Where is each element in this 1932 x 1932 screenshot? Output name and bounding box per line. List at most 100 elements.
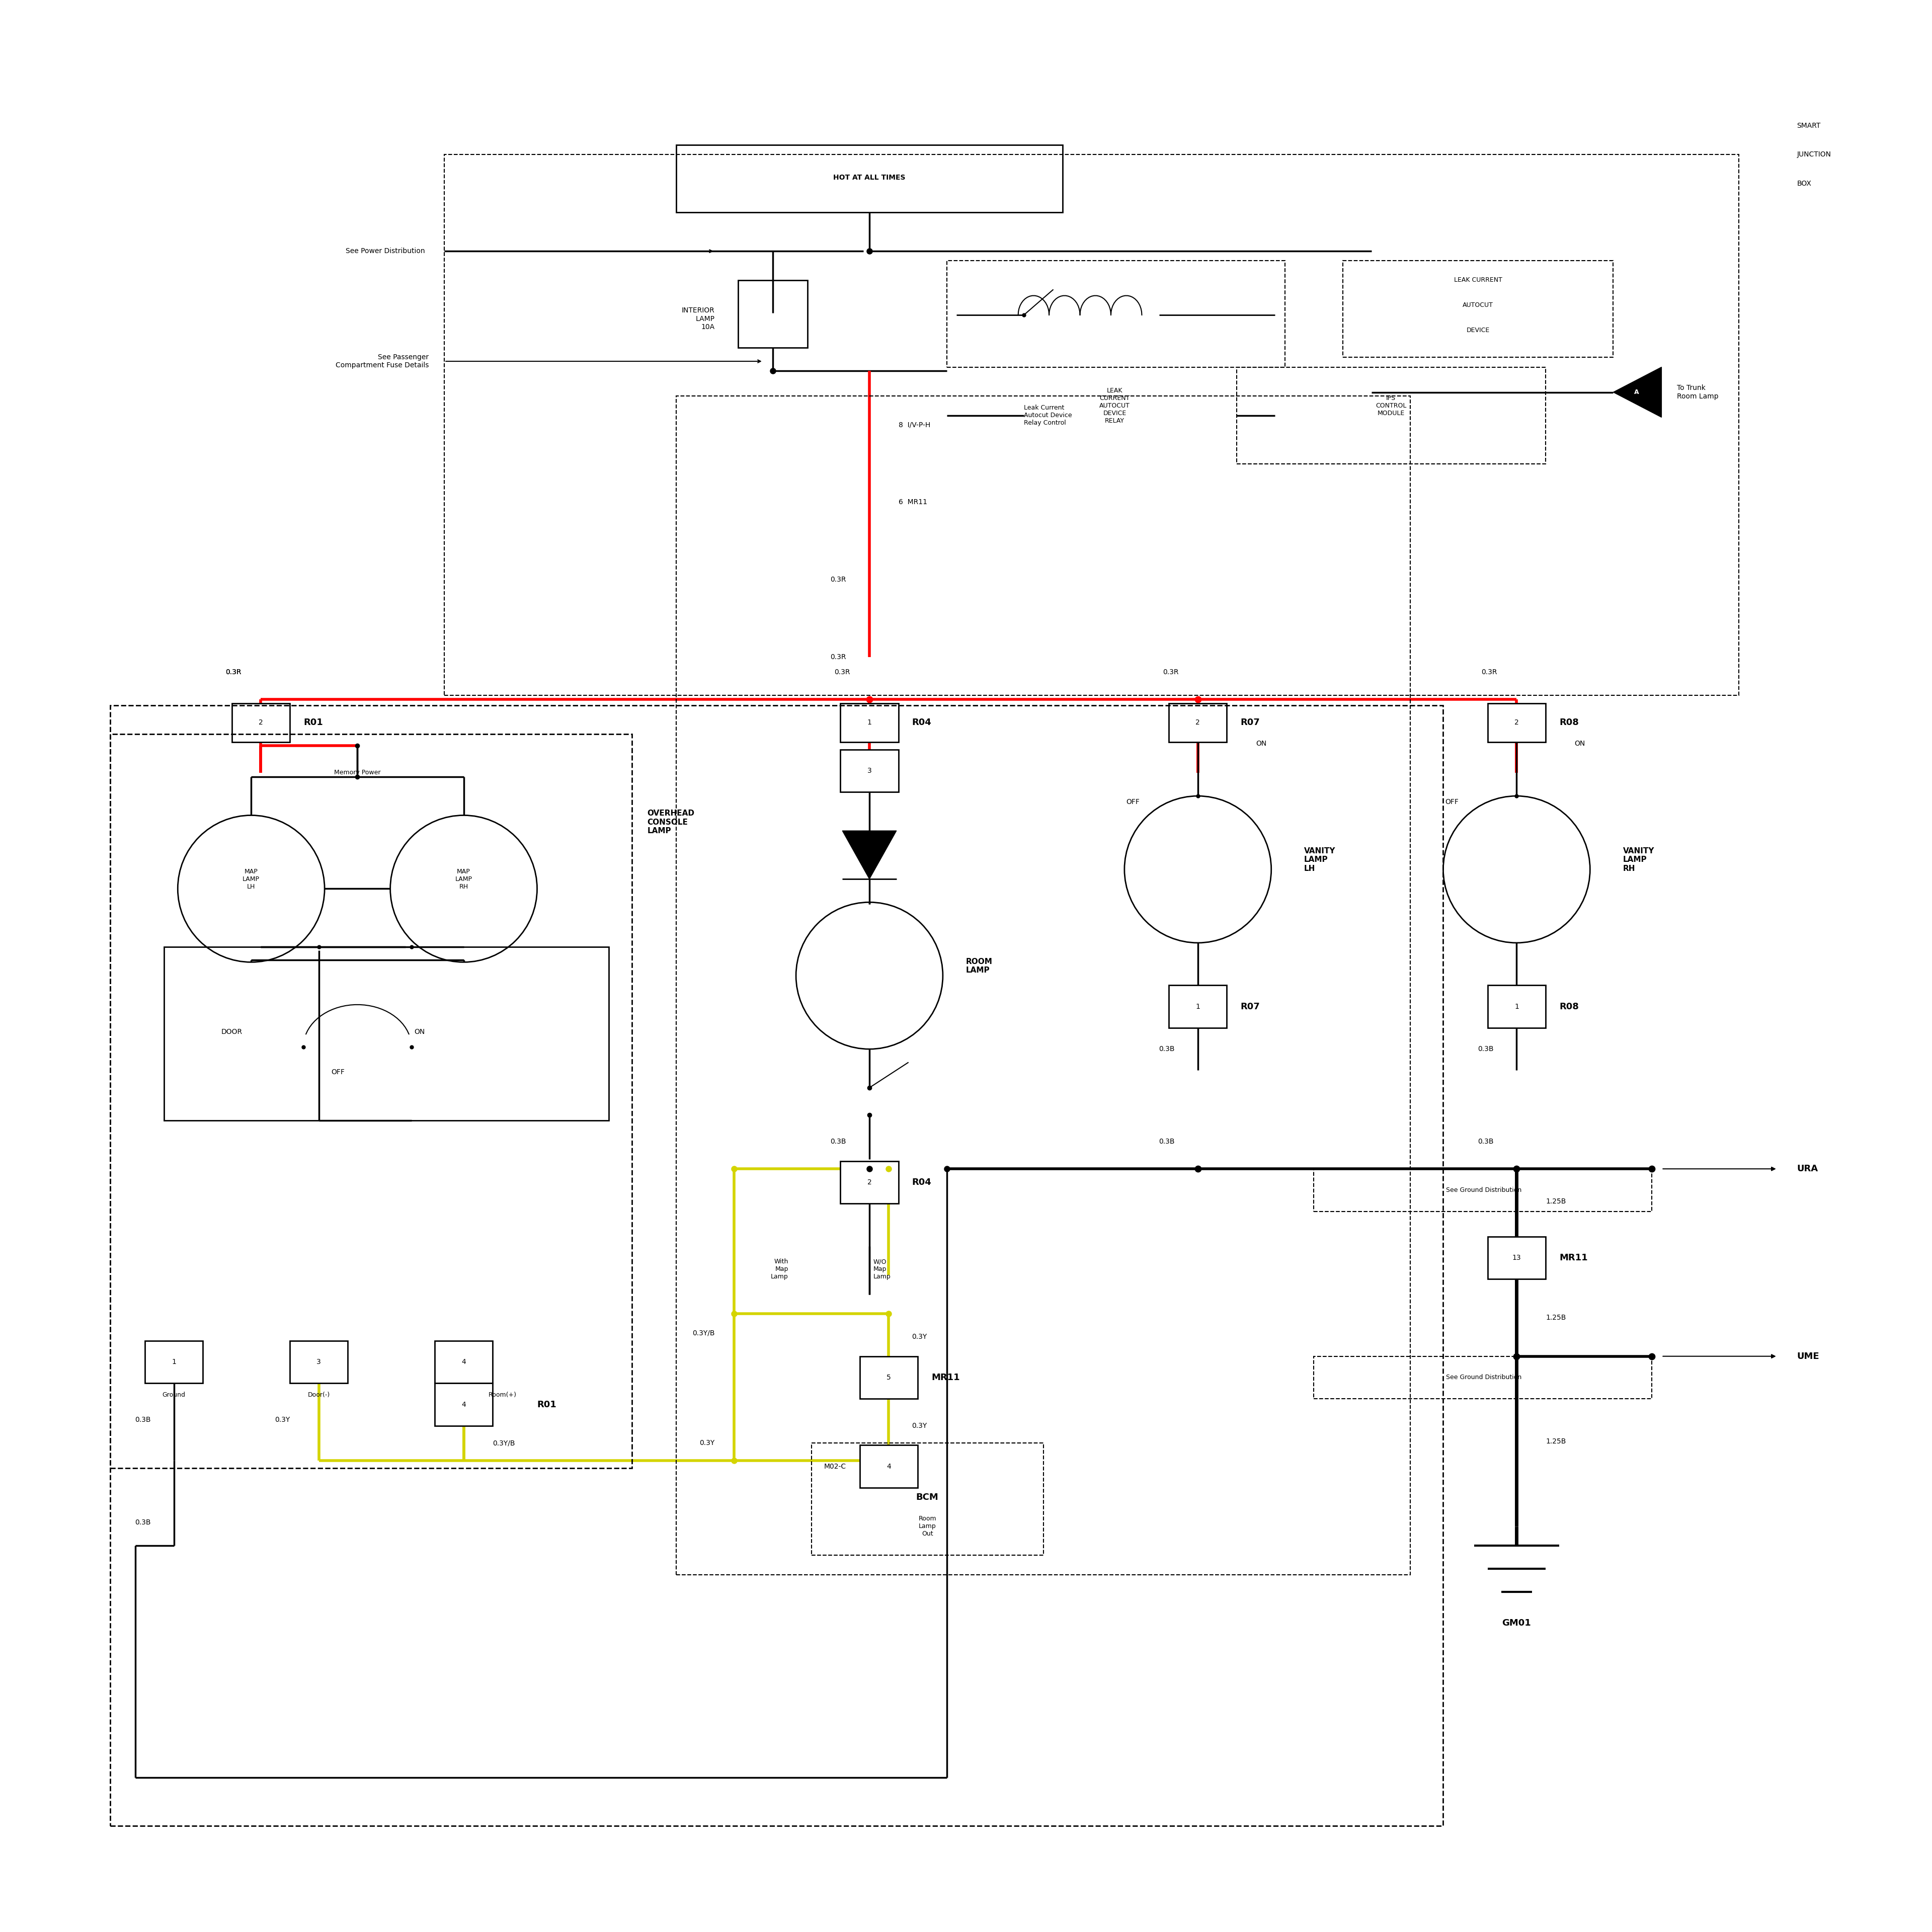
Text: Leak Current
Autocut Device
Relay Control: Leak Current Autocut Device Relay Contro…	[1024, 404, 1072, 427]
Bar	[947, 261, 1285, 367]
Text: BCM: BCM	[916, 1493, 939, 1501]
Bar	[444, 155, 1739, 696]
Text: LEAK
CURRENT
AUTOCUT
DEVICE
RELAY: LEAK CURRENT AUTOCUT DEVICE RELAY	[1099, 386, 1130, 425]
Text: GM01: GM01	[1501, 1619, 1532, 1627]
Bar	[1488, 985, 1546, 1028]
Text: R01: R01	[537, 1401, 556, 1408]
Bar	[840, 750, 898, 792]
Text: INTERIOR
LAMP
10A: INTERIOR LAMP 10A	[682, 307, 715, 330]
Text: VANITY
LAMP
LH: VANITY LAMP LH	[1304, 848, 1335, 871]
Text: VANITY
LAMP
RH: VANITY LAMP RH	[1623, 848, 1654, 871]
Text: OFF: OFF	[1445, 798, 1459, 806]
Text: ROOM
LAMP: ROOM LAMP	[966, 958, 993, 974]
Text: R04: R04	[912, 1179, 931, 1186]
Bar	[1488, 703, 1546, 742]
Text: Room
Lamp
Out: Room Lamp Out	[918, 1515, 937, 1538]
Bar	[676, 396, 1410, 1575]
Bar	[145, 1341, 203, 1383]
Bar	[232, 703, 290, 742]
Text: 0.3Y/B: 0.3Y/B	[692, 1329, 715, 1337]
Text: Memory Power: Memory Power	[334, 769, 381, 777]
Text: 2: 2	[1515, 719, 1519, 726]
Text: 5: 5	[887, 1374, 891, 1381]
Polygon shape	[1613, 367, 1662, 417]
Text: JUNCTION: JUNCTION	[1797, 151, 1832, 158]
Text: URA: URA	[1797, 1165, 1818, 1173]
Text: 0.3Y: 0.3Y	[699, 1439, 715, 1447]
Text: OFF: OFF	[1126, 798, 1140, 806]
Text: 2: 2	[1196, 719, 1200, 726]
Text: 1.25B: 1.25B	[1546, 1314, 1567, 1321]
Bar	[164, 947, 609, 1121]
Text: ON: ON	[413, 1028, 425, 1036]
Text: See Ground Distribution: See Ground Distribution	[1445, 1374, 1522, 1381]
Text: 4: 4	[887, 1463, 891, 1470]
Text: R08: R08	[1559, 1003, 1578, 1010]
Bar	[840, 703, 898, 742]
Text: MR11: MR11	[1559, 1254, 1588, 1262]
Bar	[110, 705, 1443, 1826]
Text: W/O
Map
Lamp: W/O Map Lamp	[873, 1258, 891, 1281]
Bar	[860, 1356, 918, 1399]
Text: HOT AT ALL TIMES: HOT AT ALL TIMES	[833, 174, 906, 182]
Text: A: A	[1634, 388, 1638, 396]
Bar	[676, 145, 1063, 213]
Text: MAP
LAMP
RH: MAP LAMP RH	[456, 867, 471, 891]
Text: To Trunk
Room Lamp: To Trunk Room Lamp	[1677, 384, 1719, 400]
Text: 0.3R: 0.3R	[226, 668, 242, 676]
Bar	[435, 1383, 493, 1426]
Text: 1.25B: 1.25B	[1546, 1437, 1567, 1445]
Text: R07: R07	[1240, 719, 1260, 726]
Bar	[1314, 1356, 1652, 1399]
Text: 1: 1	[867, 719, 871, 726]
Text: 1: 1	[1515, 1003, 1519, 1010]
Text: 2: 2	[867, 1179, 871, 1186]
Text: 0.3R: 0.3R	[831, 576, 846, 583]
Text: 1: 1	[1196, 1003, 1200, 1010]
Text: 0.3B: 0.3B	[1159, 1045, 1175, 1053]
Text: MR11: MR11	[931, 1374, 960, 1381]
Text: With
Map
Lamp: With Map Lamp	[771, 1258, 788, 1281]
Text: 8  I/V-P-H: 8 I/V-P-H	[898, 421, 929, 429]
Text: R08: R08	[1559, 719, 1578, 726]
Bar	[1314, 1169, 1652, 1211]
Bar	[1488, 1236, 1546, 1279]
Bar	[1169, 703, 1227, 742]
Text: 3: 3	[317, 1358, 321, 1366]
Bar	[840, 1161, 898, 1204]
Text: DEVICE: DEVICE	[1466, 327, 1490, 334]
Bar	[1236, 367, 1546, 464]
Text: 13: 13	[1513, 1254, 1520, 1262]
Text: Room(+): Room(+)	[489, 1391, 516, 1399]
Text: 0.3Y: 0.3Y	[912, 1333, 927, 1341]
Text: ON: ON	[1575, 740, 1586, 748]
Text: DOOR: DOOR	[222, 1028, 242, 1036]
Bar	[435, 1341, 493, 1383]
Bar	[1169, 985, 1227, 1028]
Text: R07: R07	[1240, 1003, 1260, 1010]
Text: 6  MR11: 6 MR11	[898, 498, 927, 506]
Text: Door(-): Door(-)	[307, 1391, 330, 1399]
Text: See Ground Distribution: See Ground Distribution	[1445, 1186, 1522, 1194]
Text: 3: 3	[867, 767, 871, 775]
Text: R01: R01	[303, 719, 323, 726]
Text: UME: UME	[1797, 1352, 1820, 1360]
Text: 0.3R: 0.3R	[831, 653, 846, 661]
Text: SMART: SMART	[1797, 122, 1820, 129]
Text: 1.25B: 1.25B	[1546, 1198, 1567, 1206]
Text: 0.3B: 0.3B	[1159, 1138, 1175, 1146]
Bar	[860, 1445, 918, 1488]
Text: 2: 2	[259, 719, 263, 726]
Text: LEAK CURRENT: LEAK CURRENT	[1455, 276, 1501, 284]
Text: MAP
LAMP
LH: MAP LAMP LH	[243, 867, 259, 891]
Text: OVERHEAD
CONSOLE
LAMP: OVERHEAD CONSOLE LAMP	[647, 810, 694, 835]
Text: BOX: BOX	[1797, 180, 1812, 187]
Text: 4: 4	[462, 1358, 466, 1366]
Text: 0.3B: 0.3B	[135, 1519, 151, 1526]
Text: AUTOCUT: AUTOCUT	[1463, 301, 1493, 309]
Text: R04: R04	[912, 719, 931, 726]
Text: 4: 4	[462, 1401, 466, 1408]
Text: 0.3R: 0.3R	[835, 668, 850, 676]
Bar	[1343, 261, 1613, 357]
Text: 0.3B: 0.3B	[831, 1138, 846, 1146]
